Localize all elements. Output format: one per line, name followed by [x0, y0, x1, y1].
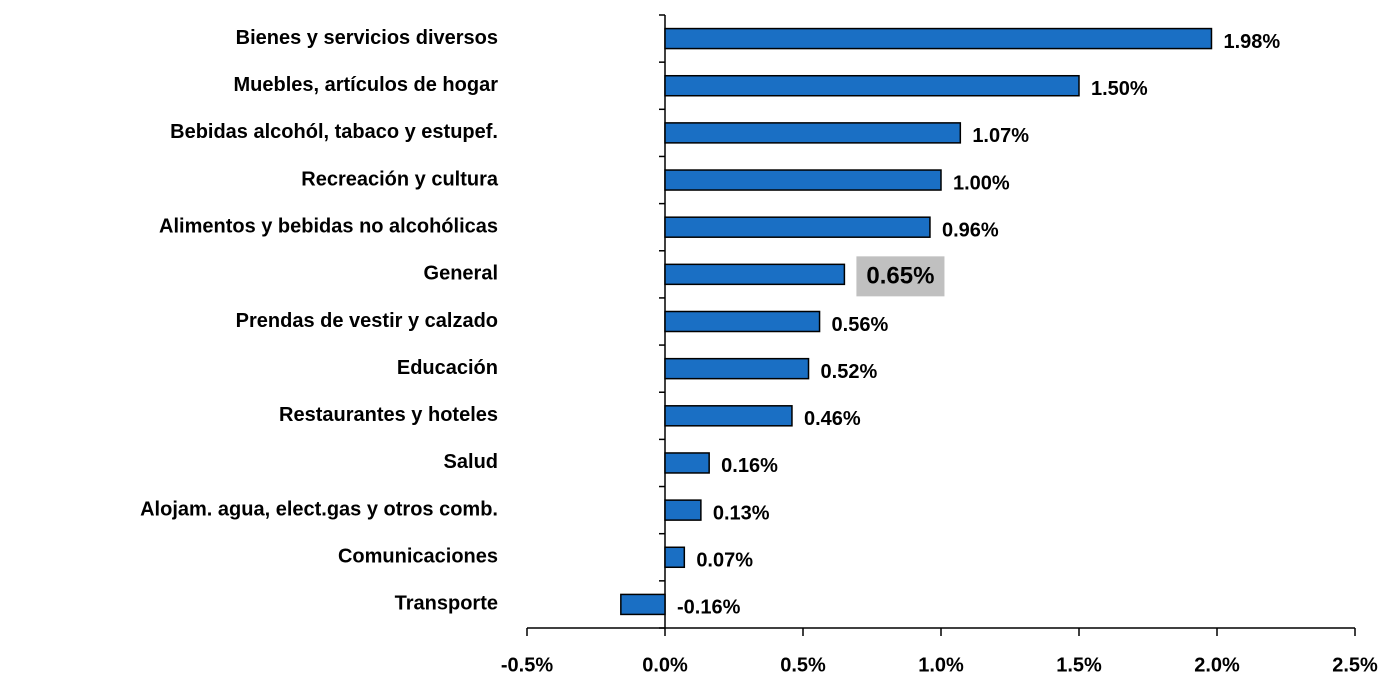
value-label: 0.16%: [721, 455, 778, 477]
x-tick-label: 0.0%: [642, 654, 688, 676]
bar: [664, 546, 686, 569]
bar: [664, 405, 793, 427]
category-label: Educación: [397, 357, 498, 379]
category-label: Comunicaciones: [338, 546, 498, 568]
x-tick-label: 2.0%: [1194, 654, 1240, 676]
bar: [664, 263, 846, 286]
bar: [664, 74, 1080, 97]
value-label: 1.00%: [953, 172, 1010, 194]
category-label: Recreación y cultura: [301, 168, 499, 190]
value-label: 0.65%: [866, 263, 934, 290]
value-label: 0.07%: [696, 550, 753, 572]
value-label: 0.56%: [832, 314, 889, 336]
value-label: 0.52%: [821, 361, 878, 383]
bar: [664, 122, 962, 144]
category-label: Bienes y servicios diversos: [236, 27, 498, 49]
bar: [664, 452, 710, 474]
category-label: Salud: [444, 451, 498, 473]
category-label: Prendas de vestir y calzado: [236, 310, 498, 332]
x-tick-label: 0.5%: [780, 654, 826, 676]
highlight-box: [856, 256, 945, 297]
category-label: Alojam. agua, elect.gas y otros comb.: [140, 498, 498, 520]
category-label: Restaurantes y hoteles: [279, 404, 498, 426]
value-label: 0.96%: [942, 219, 999, 241]
bar: [664, 357, 810, 380]
value-label: -0.16%: [677, 597, 741, 619]
category-label: Transporte: [395, 593, 498, 615]
highlight-label: 0.65%: [856, 256, 945, 297]
category-label: Alimentos y bebidas no alcohólicas: [159, 215, 498, 237]
bar: [664, 216, 931, 238]
x-tick-label: 1.5%: [1056, 654, 1102, 676]
bar: [620, 593, 666, 616]
value-label: 1.50%: [1091, 78, 1148, 100]
category-label: Muebles, artículos de hogar: [233, 74, 498, 96]
category-label: General: [424, 263, 498, 285]
value-label: 1.07%: [972, 125, 1029, 147]
bar: [664, 499, 702, 521]
value-label: 0.13%: [713, 502, 770, 524]
bar: [664, 27, 1213, 50]
bar: [664, 310, 821, 333]
category-label: Bebidas alcohól, tabaco y estupef.: [170, 121, 498, 143]
x-tick-label: 1.0%: [918, 654, 964, 676]
bar: [664, 169, 942, 191]
value-label: 0.46%: [804, 408, 861, 430]
value-label: 1.98%: [1223, 31, 1280, 53]
x-tick-label: 2.5%: [1332, 654, 1378, 676]
x-tick-label: -0.5%: [501, 654, 553, 676]
